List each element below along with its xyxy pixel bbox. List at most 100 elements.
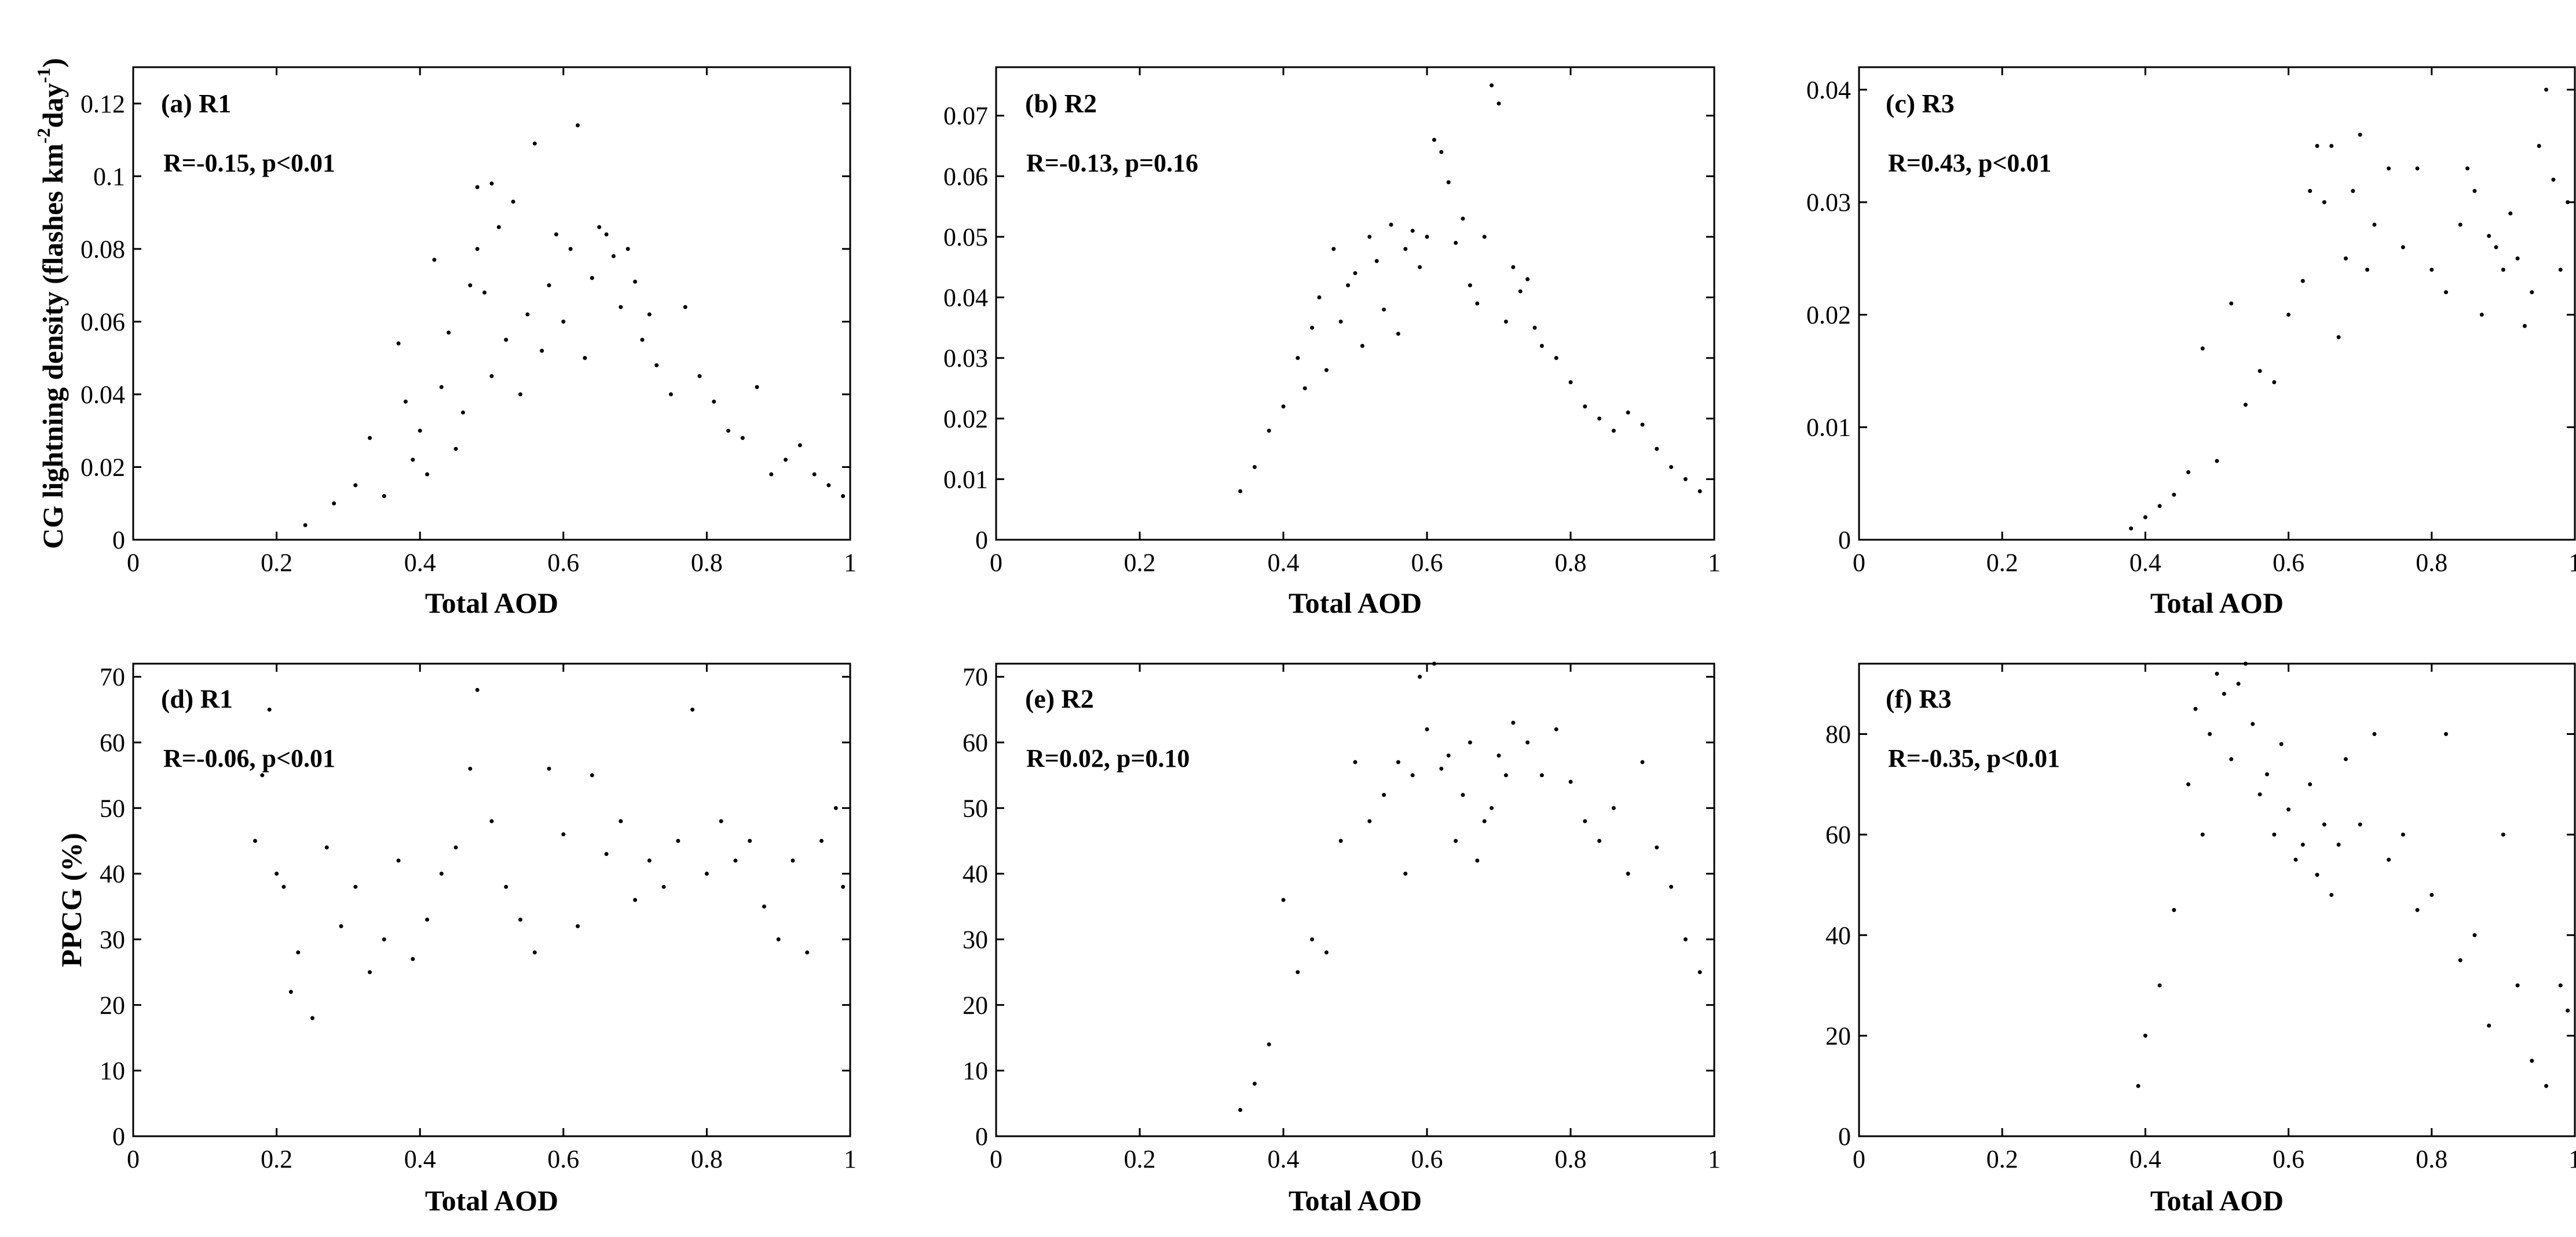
panel-c-point <box>2372 222 2377 227</box>
panel-b-xtick-label: 0 <box>990 548 1002 577</box>
panel-b-point <box>1432 138 1436 142</box>
panel-d-ytick-label: 70 <box>100 663 125 691</box>
panel-c-point <box>2129 526 2134 531</box>
panel-c-point <box>2444 290 2449 295</box>
panel-a-point <box>826 483 831 488</box>
panel-a-ytick-label: 0.06 <box>80 308 125 336</box>
panel-b-ytick-label: 0 <box>975 526 988 554</box>
panel-e-point <box>1683 937 1688 942</box>
panel-e-point <box>1475 858 1480 863</box>
panel-f-point <box>2243 661 2248 666</box>
panel-d-point <box>733 858 738 863</box>
panel-b-point <box>1454 240 1458 245</box>
panel-c-point <box>2472 189 2477 193</box>
panel-b-point <box>1238 489 1243 493</box>
panel-c-ytick-label: 0 <box>1838 526 1851 554</box>
panel-e-ytick-label: 0 <box>975 1122 988 1151</box>
panel-f-point <box>2257 792 2262 797</box>
panel-b-point <box>1439 149 1444 154</box>
panel-a-point <box>460 410 465 415</box>
panel-a-title: (a) R1 <box>161 89 231 118</box>
panel-c-point <box>2186 470 2191 474</box>
panel-b-ytick-label: 0.01 <box>943 465 988 493</box>
panel-d-point <box>661 884 666 889</box>
panel-f-point <box>2329 892 2334 897</box>
panel-c-point <box>2494 245 2498 250</box>
panel-d-xtick-label: 0.2 <box>261 1145 292 1173</box>
panel-e-point <box>1252 1081 1257 1086</box>
panel-e-xtick-label: 0.2 <box>1124 1145 1156 1173</box>
panel-a-point <box>489 374 494 379</box>
panel-e-point <box>1382 793 1386 797</box>
panel-a-ytick-label: 0 <box>112 526 125 554</box>
panel-c-point <box>2143 515 2147 519</box>
panel-b-xtick-label: 0.4 <box>1268 548 1300 577</box>
panel-c-xtick-label: 0.4 <box>2129 548 2161 577</box>
panel-d-point <box>805 950 810 955</box>
panel-e-point <box>1403 872 1408 876</box>
panel-d-point <box>425 917 430 922</box>
panel-f-xtick-label: 0.4 <box>2129 1145 2161 1173</box>
panel-a-point <box>669 392 673 397</box>
panel-b-ytick-label: 0.07 <box>943 102 988 130</box>
panel-e-ytick-label: 70 <box>963 663 988 691</box>
panel-e-point <box>1503 773 1508 778</box>
panel-c-point <box>2429 268 2434 272</box>
panel-d-point <box>411 957 415 961</box>
panel-b-point <box>1331 247 1336 251</box>
panel-b-point <box>1683 477 1688 481</box>
panel-d-point <box>833 806 838 810</box>
panel-b-point <box>1425 235 1429 239</box>
panel-f-point <box>2387 858 2391 862</box>
panel-d-point <box>791 858 795 863</box>
panel-c-point <box>2544 87 2549 92</box>
panel-e-point <box>1338 839 1343 843</box>
panel-f-point <box>2336 843 2341 847</box>
panel-e-point <box>1539 773 1544 778</box>
panel-b-point <box>1655 447 1659 451</box>
panel-e-point <box>1296 970 1300 975</box>
panel-f-point <box>2472 933 2477 938</box>
panel-f-point <box>2157 983 2162 988</box>
panel-d-point <box>633 898 638 902</box>
panel-f-xtick-label: 0.8 <box>2416 1145 2447 1173</box>
panel-b-point <box>1583 404 1587 409</box>
panel-b-point <box>1525 277 1530 281</box>
panel-a-axes: 0 0.2 0.4 0.6 0.8 1 0 0.02 0.04 0.06 0.08 0.1 0.12 <box>80 67 857 577</box>
panel-a-xtick-label: 0.4 <box>404 548 436 577</box>
panel-c-point <box>2286 312 2291 317</box>
panel-c: 0 0.2 0.4 0.6 0.8 1 0 0.01 0.02 0.03 0.04 (c) R3 R… <box>1806 66 2576 619</box>
panel-a-xtick-label: 0.6 <box>547 548 579 577</box>
panel-c-stat: R=0.43, p<0.01 <box>1888 149 2051 177</box>
panel-b-point <box>1310 325 1315 330</box>
panel-f-point <box>2515 983 2520 988</box>
panel-d-point <box>776 937 781 942</box>
panel-e-xtick-label: 0 <box>990 1145 1002 1173</box>
panel-a-xtick-label: 0.2 <box>261 548 292 577</box>
panel-a-point <box>382 494 386 499</box>
panel-f-point <box>2372 732 2377 737</box>
panel-a-point <box>597 225 602 229</box>
panel-b-point <box>1626 410 1630 415</box>
panel-a-point <box>697 374 702 379</box>
panel-e-xtick-label: 0.4 <box>1268 1145 1300 1173</box>
panel-a-ytick-label: 0.04 <box>80 380 125 409</box>
panel-e-point <box>1353 760 1357 764</box>
panel-a-point <box>418 429 422 433</box>
panel-f-point <box>2566 1008 2570 1013</box>
panel-c-point <box>2551 177 2556 182</box>
panel-f-xtick-label: 0.2 <box>1986 1145 2018 1173</box>
panel-e-point <box>1611 806 1616 810</box>
panel-a-xtick-label: 0.8 <box>691 548 723 577</box>
panel-c-point <box>2300 279 2305 283</box>
panel-b-point <box>1611 429 1616 433</box>
panel-e-ytick-label: 20 <box>963 991 988 1019</box>
panel-b-point <box>1267 429 1271 433</box>
panel-d-point <box>288 990 293 994</box>
panel-f-ytick-label: 20 <box>1825 1022 1851 1050</box>
panel-e-ytick-label: 30 <box>963 925 988 954</box>
panel-d-point <box>518 917 523 922</box>
panel-e-point <box>1425 727 1429 731</box>
